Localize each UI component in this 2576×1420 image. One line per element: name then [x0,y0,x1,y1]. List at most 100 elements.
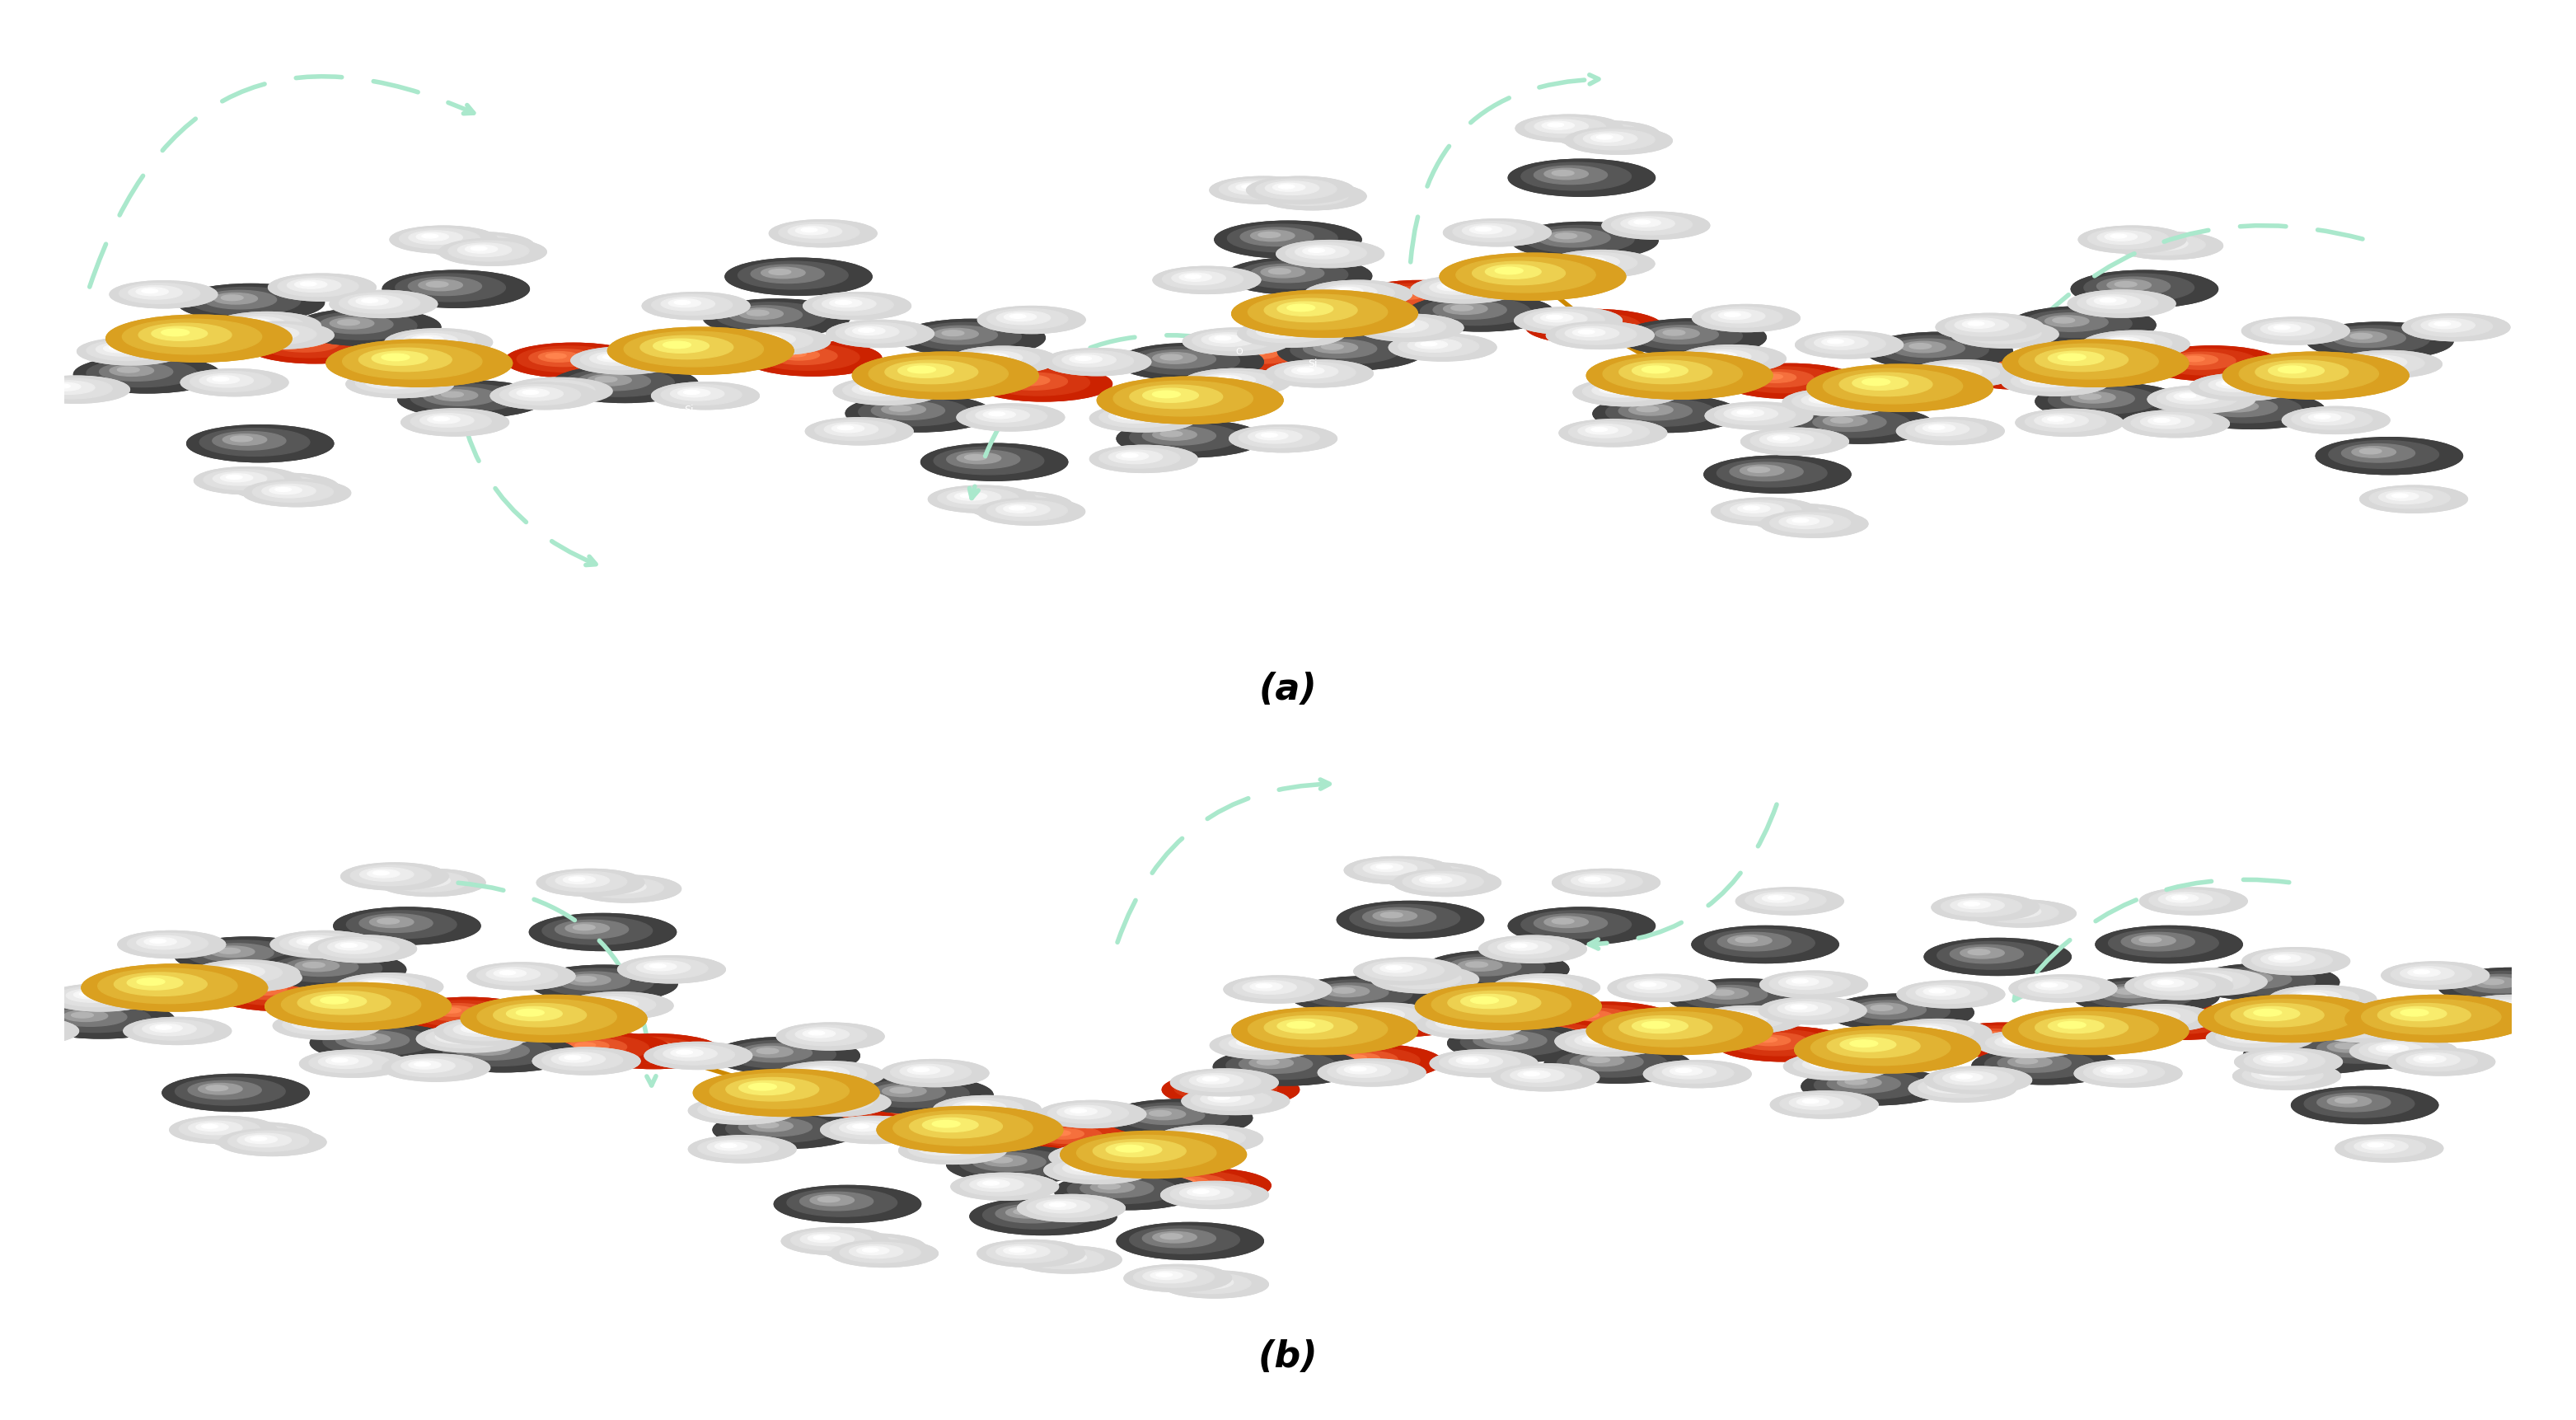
Ellipse shape [1976,1031,2084,1058]
Ellipse shape [1033,1126,1103,1143]
Ellipse shape [193,467,301,494]
Ellipse shape [1455,258,1595,293]
Ellipse shape [1069,355,1103,364]
Ellipse shape [2012,372,2092,392]
Ellipse shape [2148,1014,2190,1024]
Ellipse shape [371,352,428,366]
Ellipse shape [2429,321,2460,329]
Ellipse shape [618,956,726,983]
Ellipse shape [1749,1035,1790,1045]
Ellipse shape [737,263,848,290]
Ellipse shape [1865,332,2012,371]
Ellipse shape [1154,267,1260,294]
Ellipse shape [997,503,1051,517]
Ellipse shape [1479,936,1587,963]
Ellipse shape [2002,369,2110,396]
Ellipse shape [345,371,453,398]
Ellipse shape [2367,359,2383,364]
Ellipse shape [626,958,708,978]
Ellipse shape [976,1240,1084,1267]
Ellipse shape [198,375,252,388]
Ellipse shape [2048,417,2063,422]
Text: O: O [1236,348,1242,355]
Ellipse shape [1821,338,1855,346]
Ellipse shape [1419,876,1453,885]
Ellipse shape [335,907,479,944]
Ellipse shape [188,1081,260,1099]
Ellipse shape [984,1152,1025,1163]
Ellipse shape [270,335,340,352]
Ellipse shape [1314,284,1394,304]
Ellipse shape [2058,355,2087,361]
Ellipse shape [770,220,876,247]
Ellipse shape [1370,863,1404,872]
Ellipse shape [1950,946,2022,964]
Ellipse shape [1162,1271,1267,1298]
Ellipse shape [626,1045,647,1049]
Ellipse shape [100,364,173,382]
Ellipse shape [1340,1054,1381,1064]
Ellipse shape [1850,1041,1878,1048]
Ellipse shape [2375,1045,2409,1052]
Ellipse shape [801,229,817,233]
Ellipse shape [2316,1039,2391,1058]
Ellipse shape [2316,437,2463,474]
Ellipse shape [2115,233,2223,260]
Ellipse shape [598,354,629,362]
Ellipse shape [1824,416,1868,427]
Ellipse shape [1200,334,1255,346]
Ellipse shape [23,376,129,403]
Ellipse shape [2105,233,2138,241]
Ellipse shape [2071,978,2218,1015]
Ellipse shape [1741,429,1850,456]
Ellipse shape [1265,327,1296,335]
Ellipse shape [2079,227,2187,254]
Ellipse shape [2166,352,2236,371]
Ellipse shape [850,1242,866,1245]
Ellipse shape [1865,332,2012,371]
Ellipse shape [477,1000,616,1035]
Ellipse shape [1332,1004,1440,1031]
Ellipse shape [2566,970,2576,974]
Ellipse shape [1247,178,1355,204]
Ellipse shape [1790,1096,1842,1109]
Ellipse shape [1692,926,1839,963]
Ellipse shape [2414,1055,2445,1064]
Ellipse shape [1710,310,1765,324]
Ellipse shape [1620,217,1674,231]
Ellipse shape [1579,258,1595,263]
Ellipse shape [1911,1027,1942,1034]
Ellipse shape [1231,291,1417,338]
Ellipse shape [2241,949,2349,976]
Ellipse shape [1909,361,2017,388]
Ellipse shape [1839,1038,1896,1052]
Ellipse shape [750,1047,793,1058]
Ellipse shape [258,332,361,358]
Ellipse shape [2269,1044,2342,1062]
Ellipse shape [1510,907,1654,944]
Ellipse shape [1862,1004,1906,1014]
Ellipse shape [1440,254,1625,301]
Ellipse shape [1607,974,1716,1001]
Ellipse shape [1226,258,1373,295]
Ellipse shape [1473,263,1566,285]
Ellipse shape [229,436,252,442]
Ellipse shape [2437,968,2576,1005]
Ellipse shape [2009,976,2117,1003]
Ellipse shape [1463,224,1517,239]
Ellipse shape [827,1237,909,1257]
Ellipse shape [1628,405,1672,416]
Ellipse shape [2257,1039,2367,1068]
Ellipse shape [1363,862,1417,875]
Ellipse shape [2208,1025,2313,1052]
Ellipse shape [232,1129,265,1137]
Ellipse shape [585,997,639,1011]
Ellipse shape [778,1109,881,1136]
Ellipse shape [142,290,157,294]
Ellipse shape [82,964,268,1011]
Ellipse shape [1275,364,1355,383]
Ellipse shape [1010,507,1025,511]
Ellipse shape [1141,1109,1185,1120]
Ellipse shape [2326,1004,2429,1030]
Ellipse shape [0,1024,31,1032]
